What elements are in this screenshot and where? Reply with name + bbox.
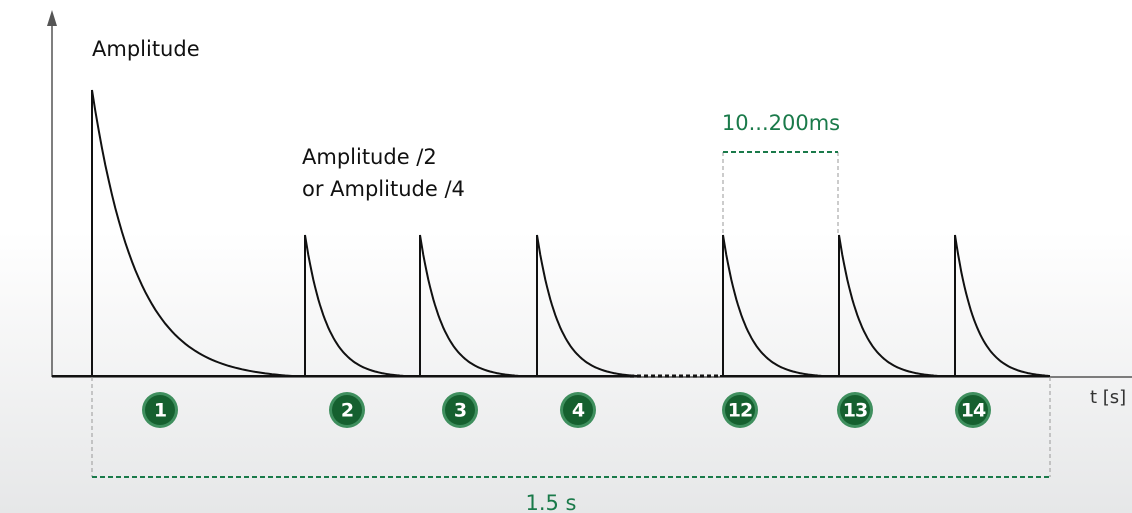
pulse bbox=[536, 234, 638, 377]
interval-label: 10...200ms bbox=[722, 111, 840, 135]
pulse bbox=[304, 234, 406, 377]
pulse bbox=[91, 89, 293, 377]
pulse bbox=[954, 234, 1051, 377]
badge bbox=[563, 395, 593, 425]
badge-number: 13 bbox=[843, 400, 867, 422]
x-label: t [s] bbox=[1090, 387, 1126, 408]
badge-number: 3 bbox=[454, 400, 466, 422]
badge-number: 12 bbox=[728, 400, 752, 422]
badge bbox=[840, 395, 870, 425]
badge bbox=[445, 395, 475, 425]
badge-number: 14 bbox=[961, 400, 986, 422]
pulse bbox=[838, 234, 940, 377]
badge bbox=[145, 395, 175, 425]
badge-number: 4 bbox=[572, 400, 585, 422]
pulses bbox=[91, 89, 1051, 377]
badge bbox=[332, 395, 362, 425]
pulse-badges: 1 2 3 4 12 13 14 bbox=[142, 392, 991, 428]
badge bbox=[958, 395, 988, 425]
badge-number: 2 bbox=[341, 400, 353, 422]
badge-number: 1 bbox=[154, 400, 166, 422]
y-label: Amplitude bbox=[92, 37, 200, 61]
duration-label: 1.5 s bbox=[525, 491, 576, 513]
pulse bbox=[419, 234, 521, 377]
reduced-label: or Amplitude /4 bbox=[302, 177, 465, 201]
y-axis-arrow bbox=[47, 10, 57, 26]
pulse bbox=[722, 234, 824, 377]
badge bbox=[725, 395, 755, 425]
reduced-label: Amplitude /2 bbox=[302, 145, 437, 169]
